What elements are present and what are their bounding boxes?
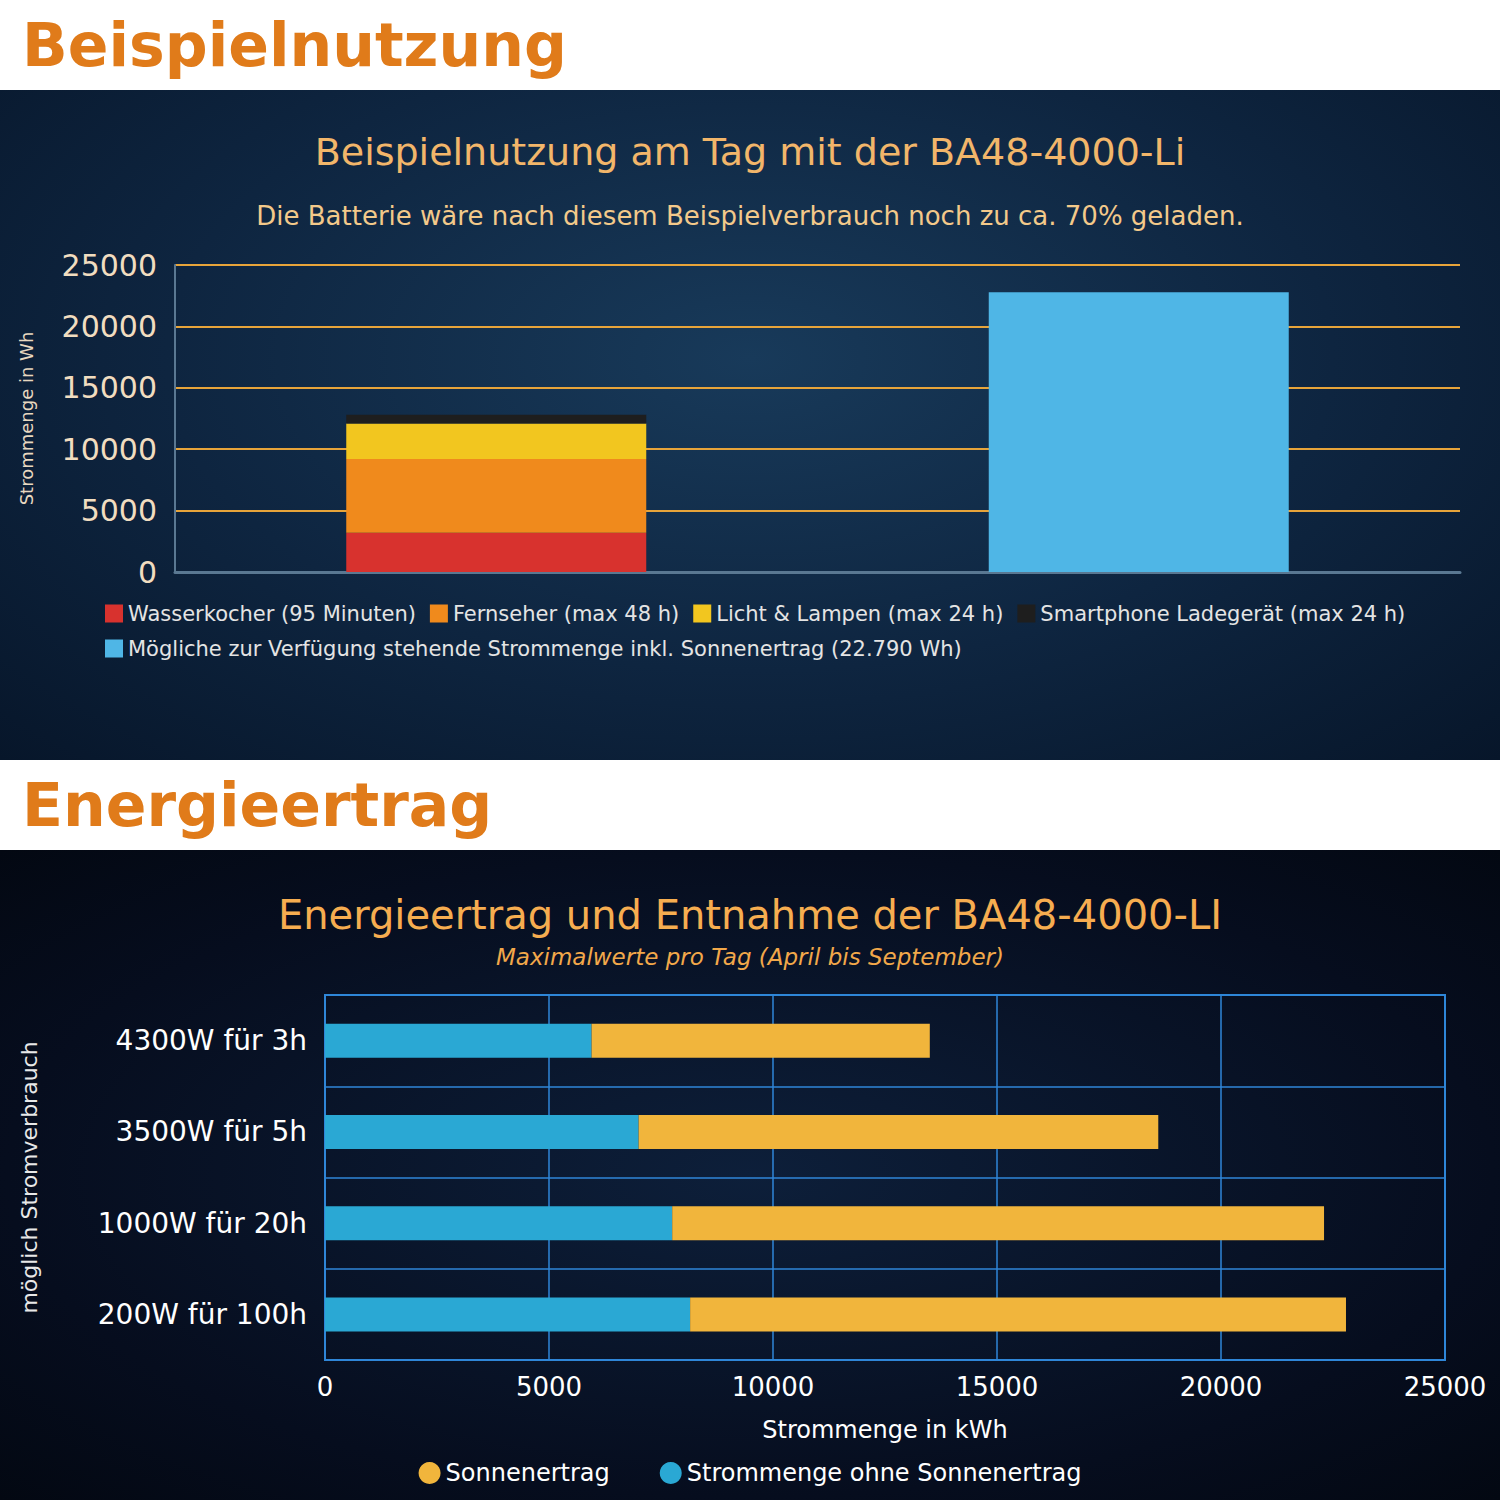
svg-text:Licht & Lampen (max 24 h): Licht & Lampen (max 24 h) xyxy=(716,602,1003,626)
svg-text:0: 0 xyxy=(317,1372,334,1402)
svg-text:Fernseher (max 48 h): Fernseher (max 48 h) xyxy=(453,602,679,626)
svg-text:25000: 25000 xyxy=(62,248,157,283)
svg-text:Beispielnutzung am Tag mit der: Beispielnutzung am Tag mit der BA48-4000… xyxy=(315,130,1186,174)
svg-text:Strommenge in kWh: Strommenge in kWh xyxy=(762,1416,1007,1444)
svg-text:200W für 100h: 200W für 100h xyxy=(98,1298,307,1331)
svg-text:25000: 25000 xyxy=(1404,1372,1487,1402)
svg-text:Smartphone Ladegerät (max 24 h: Smartphone Ladegerät (max 24 h) xyxy=(1040,602,1405,626)
svg-text:3500W für 5h: 3500W für 5h xyxy=(116,1115,307,1148)
svg-text:15000: 15000 xyxy=(62,370,157,405)
svg-text:möglich Stromverbrauch: möglich Stromverbrauch xyxy=(17,1041,42,1313)
svg-text:20000: 20000 xyxy=(1180,1372,1263,1402)
svg-text:Wasserkocher (95 Minuten): Wasserkocher (95 Minuten) xyxy=(128,602,416,626)
svg-text:0: 0 xyxy=(138,555,157,590)
svg-text:5000: 5000 xyxy=(81,493,157,528)
svg-text:Strommenge ohne Sonnenertrag: Strommenge ohne Sonnenertrag xyxy=(687,1459,1082,1487)
svg-text:15000: 15000 xyxy=(956,1372,1039,1402)
svg-text:Mögliche zur Verfügung stehend: Mögliche zur Verfügung stehende Strommen… xyxy=(128,637,962,661)
html-text:Beispielnutzung: Beispielnutzung xyxy=(22,10,567,80)
svg-text:10000: 10000 xyxy=(62,432,157,467)
svg-text:5000: 5000 xyxy=(516,1372,582,1402)
svg-text:Strommenge in Wh: Strommenge in Wh xyxy=(16,332,37,506)
svg-text:10000: 10000 xyxy=(732,1372,815,1402)
svg-text:Maximalwerte pro Tag (April bi: Maximalwerte pro Tag (April bis Septembe… xyxy=(496,944,1004,970)
html-text:Energieertrag: Energieertrag xyxy=(22,770,493,840)
svg-text:4300W für 3h: 4300W für 3h xyxy=(116,1024,307,1057)
svg-text:Die Batterie wäre nach diesem: Die Batterie wäre nach diesem Beispielve… xyxy=(256,201,1244,231)
svg-text:Sonnenertrag: Sonnenertrag xyxy=(446,1459,610,1487)
svg-text:Energieertrag und Entnahme der: Energieertrag und Entnahme der BA48-4000… xyxy=(278,892,1222,938)
svg-text:1000W für 20h: 1000W für 20h xyxy=(98,1207,307,1240)
svg-text:20000: 20000 xyxy=(62,309,157,344)
